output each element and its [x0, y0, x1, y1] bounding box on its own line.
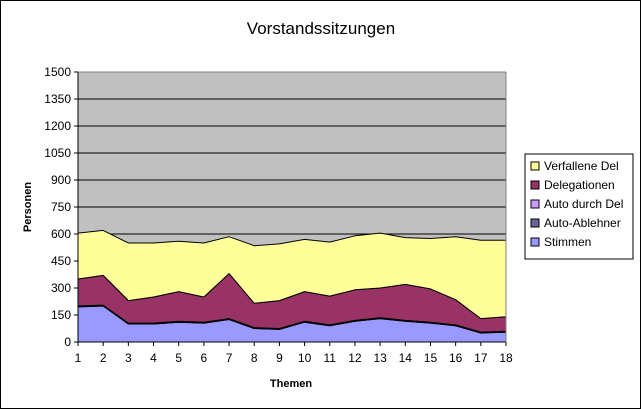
y-tick-label-10: 1500 — [44, 65, 71, 79]
x-tick-label-7: 8 — [251, 351, 258, 365]
legend-box — [524, 153, 634, 260]
y-axis-title: Personen — [22, 182, 34, 232]
legend: Verfallene Del Delegationen Auto durch Del… — [524, 153, 634, 260]
y-tick-label-6: 900 — [51, 173, 71, 187]
x-tick-label-10: 11 — [324, 351, 337, 365]
x-tick-label-12: 13 — [373, 351, 387, 365]
y-tick-label-8: 1200 — [44, 119, 71, 133]
x-tick-label-14: 15 — [424, 351, 438, 365]
y-tick-label-9: 1350 — [44, 92, 71, 106]
x-tick-label-8: 9 — [276, 351, 283, 365]
legend-swatch-2 — [530, 199, 540, 209]
x-tick-label-13: 14 — [399, 351, 413, 365]
x-tick-label-3: 4 — [150, 351, 157, 365]
legend-items: Verfallene Del Delegationen Auto durch Del… — [530, 159, 623, 249]
x-tick-label-0: 1 — [75, 351, 82, 365]
y-tick-labels: 0 150 300 450 600 750 900 1050 1200 1350 1500 — [44, 65, 78, 349]
x-tick-label-11: 12 — [348, 351, 362, 365]
x-tick-label-17: 18 — [499, 351, 513, 365]
legend-label-0: Verfallene Del — [544, 159, 619, 173]
legend-label-1: Delegationen — [544, 178, 615, 192]
x-tick-label-4: 5 — [175, 351, 182, 365]
x-tick-label-15: 16 — [449, 351, 463, 365]
y-tick-label-5: 750 — [51, 200, 71, 214]
legend-swatch-3 — [530, 218, 540, 228]
y-tick-label-4: 600 — [51, 227, 71, 241]
x-tick-label-9: 10 — [298, 351, 312, 365]
legend-swatch-1 — [530, 180, 540, 190]
x-tick-labels: 1 2 3 4 5 6 7 8 9 10 11 12 13 14 15 16 17 18 — [75, 342, 513, 365]
legend-swatch-4 — [530, 237, 540, 247]
chart-title: Vorstandssitzungen — [247, 19, 395, 38]
stacked-areas — [77, 229, 507, 343]
y-tick-label-3: 450 — [51, 254, 71, 268]
x-tick-label-2: 3 — [125, 351, 132, 365]
y-tick-label-0: 0 — [64, 335, 71, 349]
x-tick-label-5: 6 — [201, 351, 208, 365]
x-tick-label-16: 17 — [474, 351, 488, 365]
x-tick-label-1: 2 — [100, 351, 107, 365]
x-tick-label-6: 7 — [226, 351, 233, 365]
legend-label-3: Auto-Ablehner — [544, 216, 621, 230]
y-tick-label-2: 300 — [51, 281, 71, 295]
legend-label-2: Auto durch Del — [544, 197, 623, 211]
x-axis-title: Themen — [270, 378, 312, 390]
y-tick-label-7: 1050 — [44, 146, 71, 160]
legend-label-4: Stimmen — [544, 235, 591, 249]
y-tick-label-1: 150 — [51, 308, 71, 322]
legend-swatch-0 — [530, 161, 540, 171]
